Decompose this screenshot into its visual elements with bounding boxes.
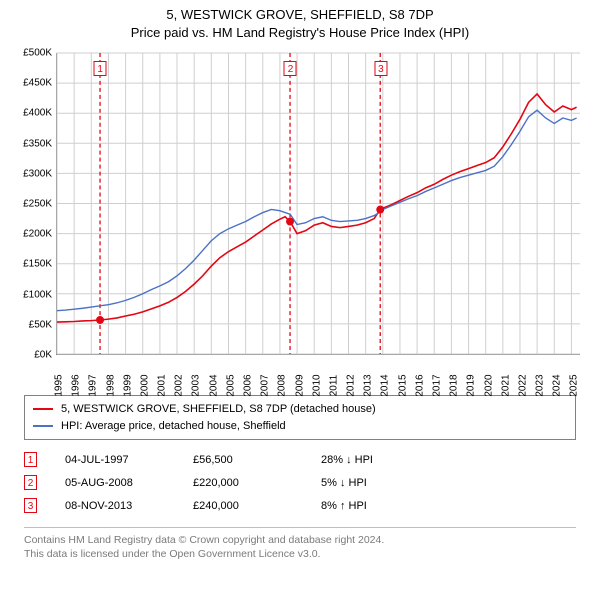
sales-marker-box: 1 xyxy=(24,452,37,467)
legend-label: HPI: Average price, detached house, Shef… xyxy=(61,418,286,435)
sales-row: 2 05-AUG-2008 £220,000 5% ↓ HPI xyxy=(24,471,576,494)
y-tick-label: £200K xyxy=(23,229,52,240)
sales-date: 05-AUG-2008 xyxy=(65,477,165,489)
x-tick-label: 2016 xyxy=(414,374,425,396)
x-tick-label: 2009 xyxy=(294,374,305,396)
legend-label: 5, WESTWICK GROVE, SHEFFIELD, S8 7DP (de… xyxy=(61,401,376,418)
y-tick-label: £350K xyxy=(23,138,52,149)
x-tick-label: 2000 xyxy=(139,374,150,396)
x-tick-label: 2023 xyxy=(535,374,546,396)
sales-marker-box: 3 xyxy=(24,498,37,513)
x-axis-labels: 1995199619971998199920002001200220032004… xyxy=(56,357,580,391)
x-tick-label: 2017 xyxy=(431,374,442,396)
x-tick-label: 1995 xyxy=(54,374,65,396)
sales-pct: 5% ↓ HPI xyxy=(321,477,421,489)
y-tick-label: £0K xyxy=(34,350,52,361)
sales-row: 3 08-NOV-2013 £240,000 8% ↑ HPI xyxy=(24,494,576,517)
titles: 5, WESTWICK GROVE, SHEFFIELD, S8 7DP Pri… xyxy=(0,0,600,41)
x-tick-label: 2005 xyxy=(225,374,236,396)
chart-container: 5, WESTWICK GROVE, SHEFFIELD, S8 7DP Pri… xyxy=(0,0,600,561)
sales-date: 08-NOV-2013 xyxy=(65,500,165,512)
chart-area: £0K £50K £100K £150K £200K £250K £300K £350K £40… xyxy=(12,49,588,389)
y-tick-label: £450K xyxy=(23,78,52,89)
y-axis-labels: £0K£50K£100K£150K£200K£250K£300K£350K£40… xyxy=(12,53,54,355)
sales-table: 1 04-JUL-1997 £56,500 28% ↓ HPI 2 05-AUG-2008… xyxy=(24,448,576,517)
x-tick-label: 2006 xyxy=(242,374,253,396)
legend-row: HPI: Average price, detached house, Shef… xyxy=(33,418,567,435)
legend-swatch xyxy=(33,425,53,427)
y-tick-label: £150K xyxy=(23,259,52,270)
sales-row: 1 04-JUL-1997 £56,500 28% ↓ HPI xyxy=(24,448,576,471)
y-tick-label: £500K xyxy=(23,48,52,59)
footer: Contains HM Land Registry data © Crown c… xyxy=(24,527,576,561)
x-tick-label: 2015 xyxy=(397,374,408,396)
sales-price: £240,000 xyxy=(193,500,293,512)
y-tick-label: £300K xyxy=(23,168,52,179)
footer-line1: Contains HM Land Registry data © Crown c… xyxy=(24,533,576,547)
y-tick-label: £50K xyxy=(29,319,52,330)
x-tick-label: 2012 xyxy=(346,374,357,396)
x-tick-label: 1999 xyxy=(122,374,133,396)
x-tick-label: 2018 xyxy=(449,374,460,396)
sale-marker-box: 3 xyxy=(374,61,387,76)
x-tick-label: 1996 xyxy=(71,374,82,396)
x-tick-label: 2021 xyxy=(500,374,511,396)
sale-marker-box: 2 xyxy=(284,61,297,76)
x-tick-label: 2007 xyxy=(260,374,271,396)
footer-line2: This data is licensed under the Open Gov… xyxy=(24,547,576,561)
y-tick-label: £100K xyxy=(23,289,52,300)
title-address: 5, WESTWICK GROVE, SHEFFIELD, S8 7DP xyxy=(0,6,600,24)
x-tick-label: 2011 xyxy=(328,375,339,397)
chart-svg xyxy=(57,53,580,354)
sales-pct: 8% ↑ HPI xyxy=(321,500,421,512)
x-tick-label: 2024 xyxy=(552,374,563,396)
x-tick-label: 2019 xyxy=(466,374,477,396)
y-tick-label: £250K xyxy=(23,199,52,210)
x-tick-label: 2020 xyxy=(483,374,494,396)
legend-swatch xyxy=(33,408,53,410)
y-tick-label: £400K xyxy=(23,108,52,119)
title-subtitle: Price paid vs. HM Land Registry's House … xyxy=(0,24,600,42)
x-tick-label: 1997 xyxy=(88,374,99,396)
sales-marker-box: 2 xyxy=(24,475,37,490)
x-tick-label: 2002 xyxy=(174,374,185,396)
legend: 5, WESTWICK GROVE, SHEFFIELD, S8 7DP (de… xyxy=(24,395,576,440)
x-tick-label: 2013 xyxy=(363,374,374,396)
x-tick-label: 2014 xyxy=(380,374,391,396)
sales-price: £56,500 xyxy=(193,454,293,466)
x-tick-label: 2022 xyxy=(517,374,528,396)
x-tick-label: 2003 xyxy=(191,374,202,396)
sales-pct: 28% ↓ HPI xyxy=(321,454,421,466)
legend-row: 5, WESTWICK GROVE, SHEFFIELD, S8 7DP (de… xyxy=(33,401,567,418)
x-tick-label: 2004 xyxy=(208,374,219,396)
x-tick-label: 2010 xyxy=(311,374,322,396)
x-tick-label: 2025 xyxy=(569,374,580,396)
sales-price: £220,000 xyxy=(193,477,293,489)
x-tick-label: 1998 xyxy=(105,374,116,396)
x-tick-label: 2008 xyxy=(277,374,288,396)
sales-date: 04-JUL-1997 xyxy=(65,454,165,466)
plot-region: 1 2 3 xyxy=(56,53,580,355)
x-tick-label: 2001 xyxy=(157,374,168,396)
sale-marker-box: 1 xyxy=(94,61,107,76)
